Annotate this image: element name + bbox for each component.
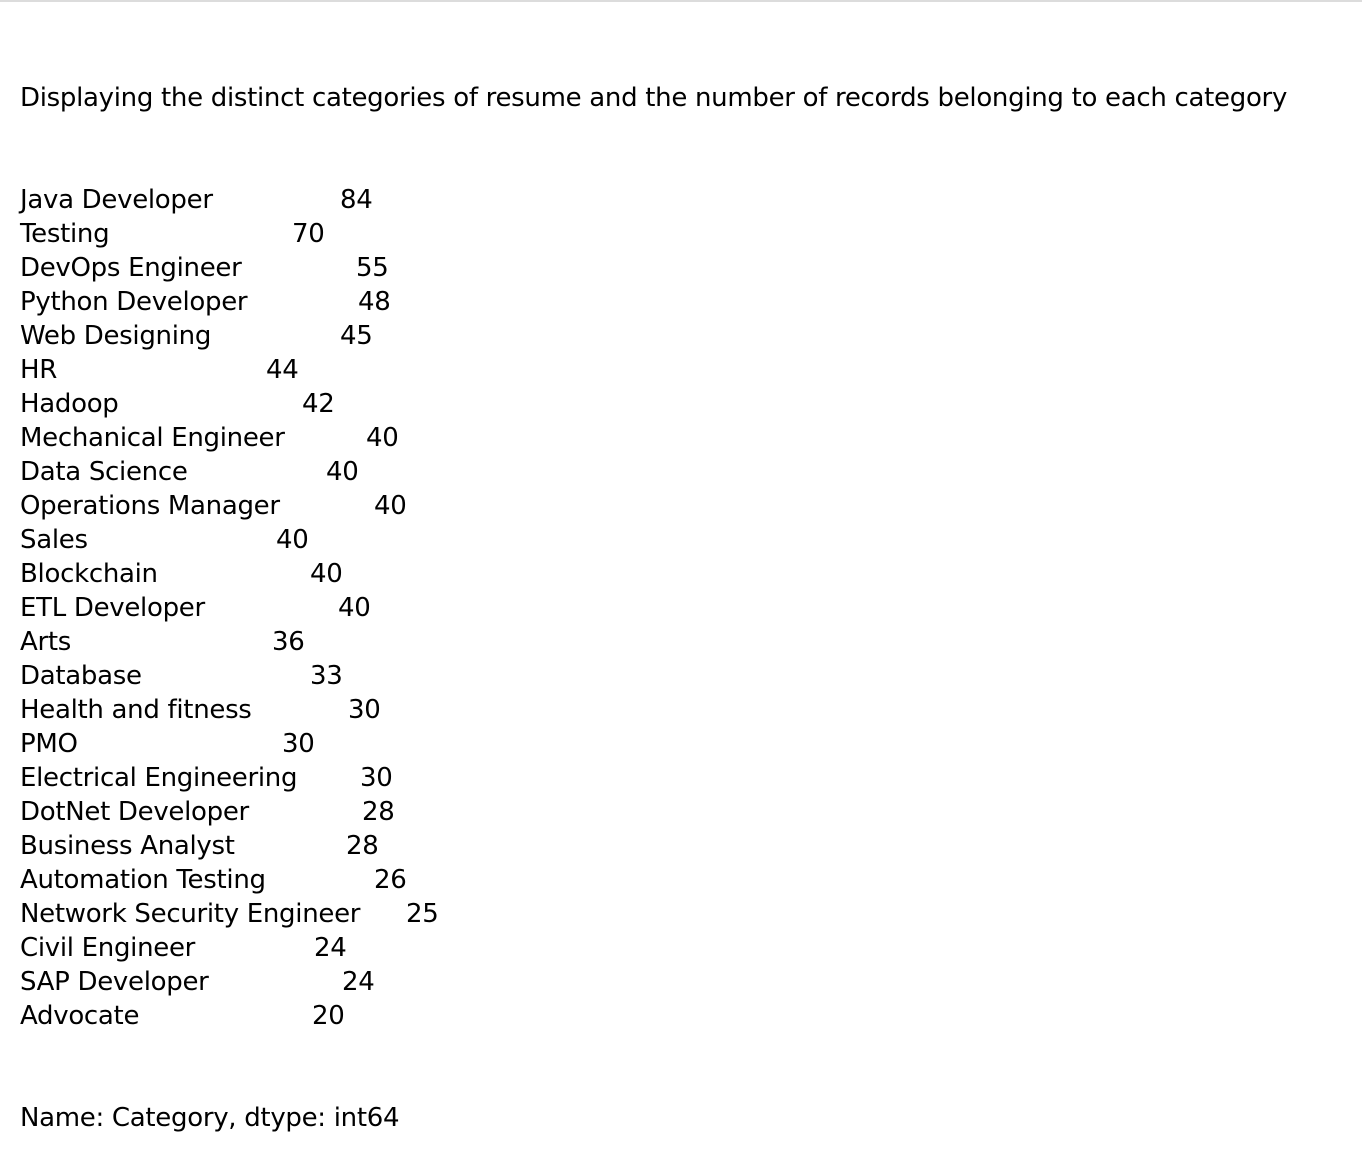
- category-count: 42: [302, 389, 335, 419]
- category-label: HR: [20, 355, 58, 385]
- category-label: Health and fitness: [20, 695, 252, 725]
- list-item: HR 44: [20, 353, 1287, 387]
- list-item: Hadoop 42: [20, 387, 1287, 421]
- category-count: 48: [358, 287, 391, 317]
- category-count: 40: [276, 525, 309, 555]
- list-item: PMO 30: [20, 727, 1287, 761]
- list-item: Java Developer 84: [20, 183, 1287, 217]
- series-footer: Name: Category, dtype: int64: [20, 1103, 400, 1133]
- category-count: 24: [342, 967, 375, 997]
- list-item: Web Designing 45: [20, 319, 1287, 353]
- category-label: Operations Manager: [20, 491, 280, 521]
- list-item: Advocate 20: [20, 999, 1287, 1033]
- category-label: DevOps Engineer: [20, 253, 242, 283]
- category-count: 70: [292, 219, 325, 249]
- category-count: 84: [340, 185, 373, 215]
- category-count: 25: [406, 899, 439, 929]
- category-label: Sales: [20, 525, 88, 555]
- category-count: 24: [314, 933, 347, 963]
- top-divider: [0, 0, 1362, 2]
- category-count: 40: [310, 559, 343, 589]
- category-label: Data Science: [20, 457, 188, 487]
- list-item: DevOps Engineer 55: [20, 251, 1287, 285]
- list-item: DotNet Developer 28: [20, 795, 1287, 829]
- list-item: Business Analyst 28: [20, 829, 1287, 863]
- list-item: Data Science 40: [20, 455, 1287, 489]
- category-label: SAP Developer: [20, 967, 209, 997]
- list-item: Python Developer 48: [20, 285, 1287, 319]
- category-count: 33: [310, 661, 343, 691]
- output-heading: Displaying the distinct categories of re…: [20, 83, 1288, 113]
- value-counts-list: Java Developer 84 Testing 70 DevOps Engineer…: [20, 183, 1287, 1033]
- list-item: Database 33: [20, 659, 1287, 693]
- category-count: 40: [326, 457, 359, 487]
- list-item: Operations Manager 40: [20, 489, 1287, 523]
- category-label: Advocate: [20, 1001, 140, 1031]
- category-label: DotNet Developer: [20, 797, 249, 827]
- category-label: Database: [20, 661, 142, 691]
- list-item: Blockchain 40: [20, 557, 1287, 591]
- list-item: Network Security Engineer 25: [20, 897, 1287, 931]
- list-item: Testing 70: [20, 217, 1287, 251]
- category-label: Business Analyst: [20, 831, 235, 861]
- category-label: Python Developer: [20, 287, 248, 317]
- category-count: 26: [374, 865, 407, 895]
- list-item: ETL Developer 40: [20, 591, 1287, 625]
- category-count: 30: [360, 763, 393, 793]
- category-count: 45: [340, 321, 373, 351]
- category-label: Civil Engineer: [20, 933, 196, 963]
- list-item: Health and fitness 30: [20, 693, 1287, 727]
- category-label: Network Security Engineer: [20, 899, 361, 929]
- category-label: Web Designing: [20, 321, 212, 351]
- list-item: Electrical Engineering 30: [20, 761, 1287, 795]
- category-count: 28: [362, 797, 395, 827]
- category-count: 40: [366, 423, 399, 453]
- category-count: 20: [312, 1001, 345, 1031]
- category-count: 30: [348, 695, 381, 725]
- category-label: Mechanical Engineer: [20, 423, 285, 453]
- category-count: 40: [374, 491, 407, 521]
- category-count: 55: [356, 253, 389, 283]
- category-count: 30: [282, 729, 315, 759]
- category-label: Automation Testing: [20, 865, 266, 895]
- category-label: Blockchain: [20, 559, 158, 589]
- category-label: Electrical Engineering: [20, 763, 298, 793]
- list-item: SAP Developer 24: [20, 965, 1287, 999]
- category-label: Hadoop: [20, 389, 119, 419]
- list-item: Civil Engineer 24: [20, 931, 1287, 965]
- category-count: 36: [272, 627, 305, 657]
- category-label: Arts: [20, 627, 72, 657]
- category-count: 40: [338, 593, 371, 623]
- list-item: Mechanical Engineer 40: [20, 421, 1287, 455]
- list-item: Automation Testing 26: [20, 863, 1287, 897]
- list-item: Sales 40: [20, 523, 1287, 557]
- category-label: PMO: [20, 729, 78, 759]
- category-label: ETL Developer: [20, 593, 205, 623]
- notebook-output: Displaying the distinct categories of re…: [20, 13, 1287, 1169]
- category-label: Testing: [20, 219, 110, 249]
- list-item: Arts 36: [20, 625, 1287, 659]
- category-count: 28: [346, 831, 379, 861]
- category-label: Java Developer: [20, 185, 213, 215]
- category-count: 44: [266, 355, 299, 385]
